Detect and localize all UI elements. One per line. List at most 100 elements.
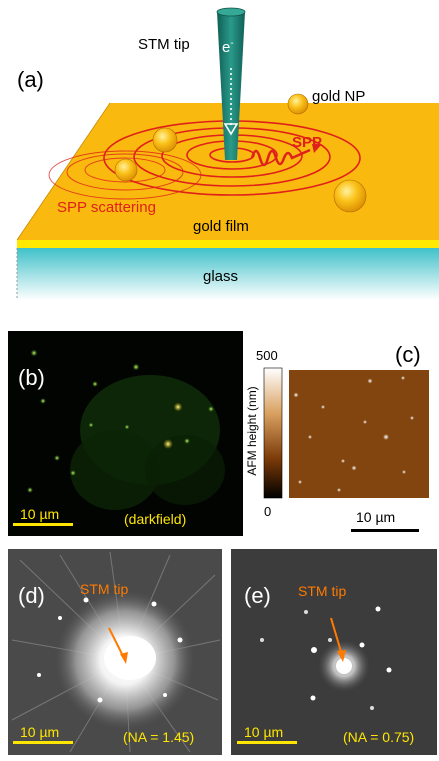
panel-e-na-label: (NA = 0.75)	[343, 729, 414, 745]
particle	[83, 597, 89, 603]
colorbar-max: 500	[256, 348, 278, 363]
glass-slab	[17, 248, 439, 300]
panel-e: (e) STM tip 10 µm (NA = 0.75)	[231, 549, 437, 755]
particle	[311, 647, 317, 653]
gold-np-label: gold NP	[312, 88, 365, 105]
afm-colorbar	[263, 367, 283, 499]
stm-tip-top	[216, 7, 246, 17]
panel-c-scale-bar	[351, 529, 419, 532]
panel-c-label: (c)	[395, 342, 421, 367]
gold-film-surface	[17, 103, 439, 240]
particle	[37, 673, 41, 677]
panel-d-tip-label: STM tip	[80, 581, 128, 597]
particle	[151, 601, 157, 607]
afm-particle	[337, 488, 341, 492]
particles-d	[37, 597, 183, 703]
panel-c: AFM height (nm) 500 0 (c) 10 µm	[245, 342, 429, 532]
scatter-ring	[48, 150, 202, 200]
panel-a: (a) STM tip e- gold NP SPP SPP scatterin…	[16, 7, 439, 300]
afm-particle	[308, 435, 312, 439]
particle	[58, 616, 62, 620]
particle	[328, 638, 332, 642]
afm-particle	[363, 420, 367, 424]
film-edge	[17, 240, 439, 248]
gold-np	[287, 93, 309, 115]
panel-e-scale-label: 10 µm	[244, 724, 283, 740]
colorbar-title: AFM height (nm)	[245, 386, 259, 475]
panel-b-scale-bar	[13, 523, 73, 526]
darkfield-spot	[54, 455, 60, 461]
darkfield-spot	[184, 438, 190, 444]
particle	[370, 706, 374, 710]
panel-e-label: (e)	[244, 583, 271, 608]
scatter-ring	[66, 153, 184, 191]
panel-b-scale-label: 10 µm	[20, 506, 59, 522]
darkfield-haze	[145, 435, 225, 505]
panel-d: (d) STM tip 10 µm (NA = 1.45)	[8, 549, 222, 755]
panel-d-scale-label: 10 µm	[20, 724, 59, 740]
darkfield-spot	[173, 402, 183, 412]
spp-label: SPP	[292, 134, 322, 151]
gold-np	[114, 158, 138, 182]
electron-label: e-	[222, 38, 234, 56]
darkfield-spot	[124, 424, 130, 430]
panel-e-scale-bar	[237, 741, 297, 744]
afm-particle	[410, 416, 414, 420]
afm-particle	[298, 480, 302, 484]
panel-e-tip-label: STM tip	[298, 583, 346, 599]
afm-image	[289, 370, 429, 498]
darkfield-spot	[132, 363, 140, 371]
gold-np	[152, 127, 178, 153]
particle	[359, 642, 365, 648]
tip-core-d	[104, 636, 156, 680]
darkfield-spot	[27, 487, 33, 493]
particle	[375, 606, 381, 612]
darkfield-spot	[92, 381, 98, 387]
panel-d-na-label: (NA = 1.45)	[123, 729, 194, 745]
film-outline	[16, 102, 111, 241]
afm-image-shade	[289, 370, 429, 498]
particle	[310, 695, 316, 701]
spp-scattering-label: SPP scattering	[57, 199, 156, 216]
panel-a-label: (a)	[17, 67, 44, 92]
panel-b: (b) 10 µm (darkfield)	[8, 331, 243, 536]
darkfield-spot	[30, 349, 38, 357]
afm-particle	[383, 434, 389, 440]
afm-particle	[401, 376, 405, 380]
panel-b-mode-label: (darkfield)	[124, 511, 186, 527]
darkfield-spot	[70, 470, 76, 476]
tip-arrowhead-d	[120, 652, 128, 664]
tip-arrowhead-e	[337, 650, 346, 662]
panel-d-scale-bar	[13, 741, 73, 744]
scatter-rings	[48, 150, 202, 200]
darkfield-spot	[40, 398, 46, 404]
particle	[386, 667, 392, 673]
particle	[260, 638, 264, 642]
panel-c-scale-label: 10 µm	[356, 509, 395, 525]
stm-tip-label: STM tip	[138, 36, 190, 53]
tip-arrow-d	[108, 627, 125, 659]
tip-core-e	[336, 658, 352, 674]
gold-film-label: gold film	[193, 218, 249, 235]
scatter-ring	[84, 157, 166, 183]
darkfield-spot	[208, 406, 214, 412]
spp-arrowhead	[312, 144, 322, 153]
afm-particle	[351, 465, 357, 471]
particles-e	[260, 606, 392, 710]
tip-arrow-e	[330, 617, 343, 656]
afm-particle	[341, 459, 345, 463]
stm-tip-body	[217, 12, 245, 160]
electron-arrowhead	[223, 123, 239, 136]
glass-label: glass	[203, 268, 238, 285]
spp-wave-arrow	[250, 148, 311, 167]
panel-d-label: (d)	[18, 583, 45, 608]
particle	[97, 697, 103, 703]
afm-particle	[321, 405, 325, 409]
gold-np	[333, 179, 367, 213]
particle	[177, 637, 183, 643]
afm-particles	[293, 376, 414, 492]
darkfield-spot	[163, 439, 173, 449]
particle	[163, 693, 167, 697]
afm-particle	[293, 392, 299, 398]
